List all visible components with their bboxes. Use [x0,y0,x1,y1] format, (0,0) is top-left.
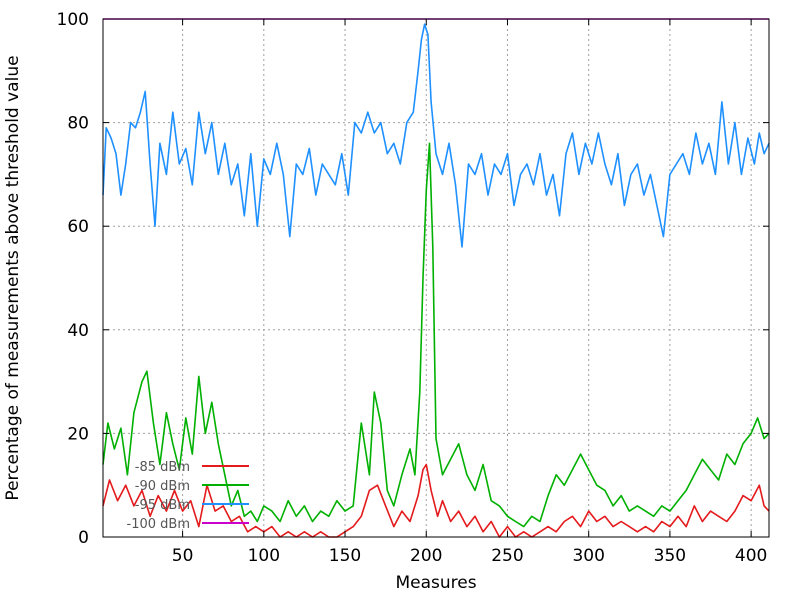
x-tick-label: 350 [654,546,686,566]
y-tick-label: 40 [67,321,89,341]
series-layer [102,18,770,538]
x-tick-label: 400 [735,546,767,566]
y-tick-label: 80 [67,114,89,134]
legend-label: -100 dBm [127,517,190,532]
y-tick-label: 0 [78,528,89,548]
legend-label: -95 dBm [135,498,190,513]
grid-layer [103,19,769,537]
y-tick-label: 20 [67,424,89,444]
series-line-90dbmdbm [102,142,770,528]
series-line-85dbmdbm [102,463,770,538]
x-tick-label: 250 [491,546,523,566]
x-tick-label: 100 [248,546,280,566]
tick-layer: 50 100 150 200 250 300 350 400 0 20 40 60 80 100 [57,10,769,566]
x-tick-label: 300 [572,546,604,566]
y-tick-label: 100 [57,10,89,30]
x-axis-title: Measures [395,573,476,593]
x-tick-label: 50 [172,546,194,566]
plot-frame [102,18,770,538]
x-tick-label: 200 [410,546,442,566]
legend-label: -90 dBm [135,479,190,494]
y-axis-title: Percentage of measurements above thresho… [3,55,23,500]
x-tick-label: 150 [329,546,361,566]
y-tick-label: 60 [67,217,89,237]
series-line-95dbmdbm [102,23,770,248]
legend-label: -85 dBm [135,460,190,475]
legend-layer: -85 dBm -90 dBm -95 dBm -100 dBm [127,460,249,532]
